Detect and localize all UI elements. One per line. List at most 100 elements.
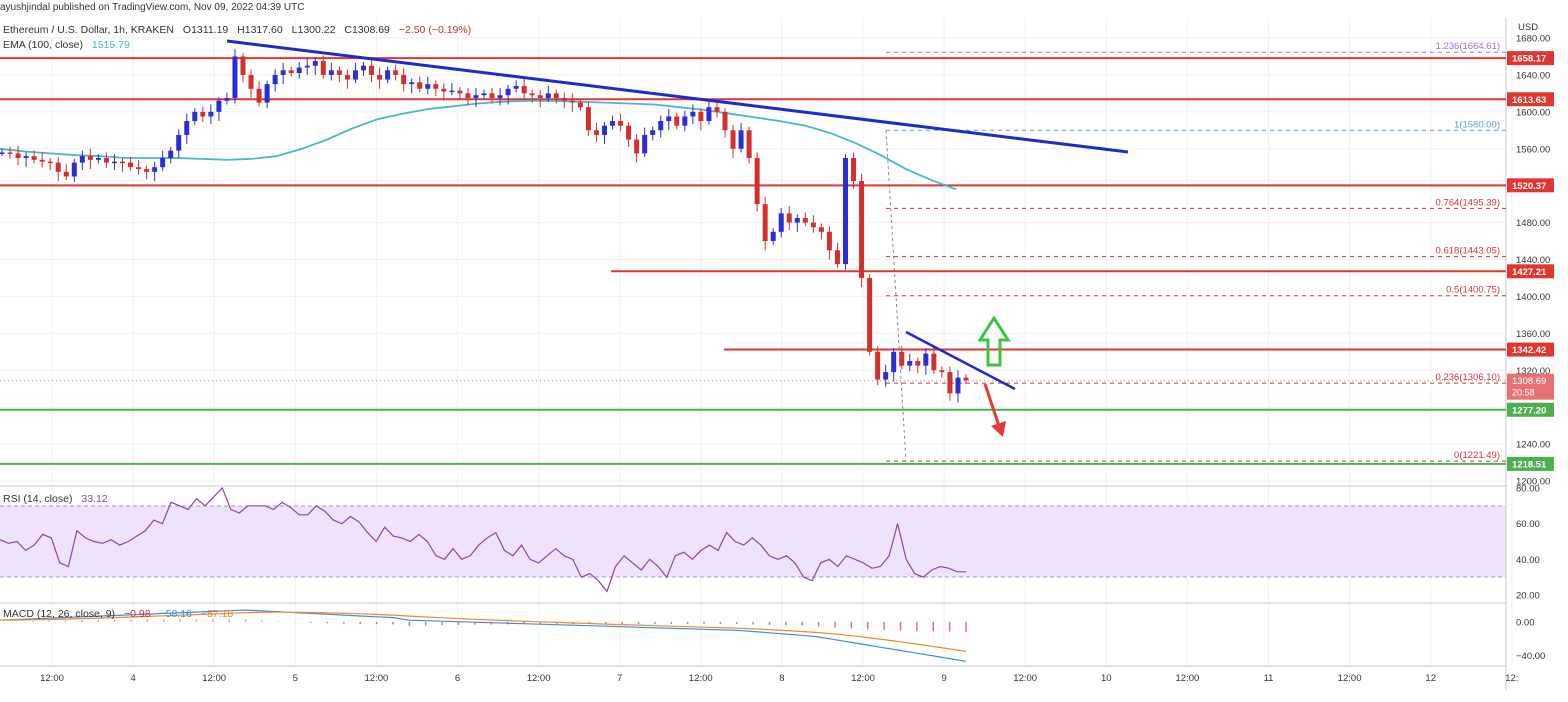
horizontal-levels[interactable]: [0, 57, 1506, 465]
level-price-tag: 1427.21: [1507, 264, 1554, 279]
descending-trendline-short[interactable]: [905, 330, 1016, 391]
price-tick-label: 1560.00: [1516, 144, 1550, 155]
macd-signal-line: [0, 611, 967, 652]
candle-body: [843, 157, 848, 265]
candle-body: [95, 157, 101, 160]
candle-body: [553, 93, 559, 98]
macd-tick-label: 0.00: [1516, 617, 1535, 628]
macd-label: MACD (12, 26, close, 9): [3, 608, 115, 620]
level-price-tag: 1218.51: [1507, 456, 1554, 471]
candle-body: [31, 156, 37, 160]
ohlc-change: −2.50 (−0.19%): [399, 24, 471, 36]
level-tag-bg: [1507, 178, 1554, 193]
price-tick-label: 1600.00: [1516, 107, 1550, 118]
candle-body: [754, 157, 760, 205]
candle-body: [521, 85, 527, 94]
symbol-title[interactable]: Ethereum / U.S. Dollar, 1h, KRAKEN: [3, 24, 174, 36]
price-tick-label: 1640.00: [1516, 70, 1550, 81]
up-arrow-icon: [977, 315, 1011, 367]
candle-body: [915, 361, 921, 366]
candle-body: [144, 169, 150, 172]
level-price-tag: 1342.42: [1507, 342, 1554, 357]
level-price-tag: 1277.20: [1507, 402, 1554, 417]
symbol-line: Ethereum / U.S. Dollar, 1h, KRAKEN O1311…: [3, 24, 471, 36]
candle-body: [658, 121, 664, 131]
time-tick-label: 12:00: [1338, 673, 1362, 684]
ohlc-open: O1311.19: [183, 24, 229, 36]
candle-body: [947, 372, 953, 394]
candle-body: [610, 121, 616, 126]
candle-body: [955, 377, 961, 394]
time-tick-label: 12: [1425, 673, 1436, 684]
candle-body: [417, 82, 423, 89]
level-tag-bg: [1507, 456, 1554, 471]
level-tag-bg: [1507, 402, 1554, 417]
price-tick-label: 1240.00: [1516, 440, 1550, 451]
ema-legend[interactable]: EMA (100, close) 1515.79: [3, 39, 130, 51]
level-tag-text: 1658.17: [1512, 54, 1546, 65]
currency-label: USD: [1518, 22, 1538, 33]
candle-body: [55, 162, 61, 172]
candle-body: [489, 93, 495, 98]
candle-body: [47, 161, 53, 164]
candle-body: [192, 111, 198, 122]
price-tick-label: 1680.00: [1516, 34, 1550, 45]
ohlc-high: H1317.60: [237, 24, 283, 36]
candle-body: [79, 156, 85, 163]
candle-body: [497, 95, 503, 98]
macd-legend[interactable]: MACD (12, 26, close, 9) −0.98 −58.16 −57…: [3, 608, 233, 620]
candle-body: [7, 152, 13, 154]
price-tick-label: 1320.00: [1516, 366, 1550, 377]
level-price-tag: 1658.17: [1507, 51, 1554, 66]
candle-body: [730, 130, 736, 149]
candle-body: [160, 157, 166, 168]
candle-body: [569, 100, 575, 103]
rsi-band: [0, 506, 1506, 577]
level-tag-text: 1342.42: [1512, 345, 1546, 356]
candle-body: [826, 231, 832, 251]
rsi-label: RSI (14, close): [3, 493, 72, 505]
candle-body: [513, 85, 519, 89]
macd-line: [0, 609, 967, 662]
candle-body: [698, 111, 704, 122]
fib-level-label: 0(1221.49): [1454, 450, 1500, 461]
candle-body: [441, 88, 447, 92]
rsi-legend[interactable]: RSI (14, close) 33.12: [3, 493, 108, 505]
macd-axis: 0.00 −40.00: [1516, 617, 1545, 662]
time-tick-label: 12:00: [365, 673, 389, 684]
candle-body: [377, 74, 383, 80]
candle-body: [320, 61, 326, 75]
candle-body: [232, 56, 238, 98]
ohlc-low: L1300.22: [292, 24, 336, 36]
level-tag-text: 1613.63: [1512, 95, 1546, 106]
fib-level-label: 0.618(1443.05): [1436, 246, 1500, 257]
candle-body: [409, 82, 415, 85]
candle-body: [674, 116, 680, 126]
price-tick-label: 1480.00: [1516, 218, 1550, 229]
candle-body: [336, 70, 342, 75]
candle-body: [963, 377, 969, 381]
price-tick-label: 1360.00: [1516, 329, 1550, 340]
candle-body: [224, 97, 230, 101]
candle-body: [818, 227, 824, 232]
countdown-text: 20:58: [1512, 388, 1535, 398]
candle-body: [666, 116, 672, 122]
candle-body: [794, 217, 800, 223]
candle-body: [328, 70, 334, 75]
candle-body: [537, 95, 543, 98]
fib-level-label: 0.764(1495.39): [1436, 197, 1500, 208]
candle-body: [899, 351, 905, 366]
candle-body: [184, 121, 190, 135]
candle-body: [296, 67, 302, 74]
macd-tick-label: −40.00: [1516, 651, 1545, 662]
time-tick-label: 12:00: [202, 673, 226, 684]
rsi-path: [0, 486, 966, 593]
price-tick-label: 1440.00: [1516, 255, 1550, 266]
candle-body: [111, 161, 117, 164]
candle-body: [288, 70, 294, 74]
candle-body: [272, 74, 278, 85]
level-tag-text: 1427.21: [1512, 267, 1547, 278]
descending-trendline-main[interactable]: [226, 39, 1129, 154]
candle-body: [63, 171, 69, 177]
